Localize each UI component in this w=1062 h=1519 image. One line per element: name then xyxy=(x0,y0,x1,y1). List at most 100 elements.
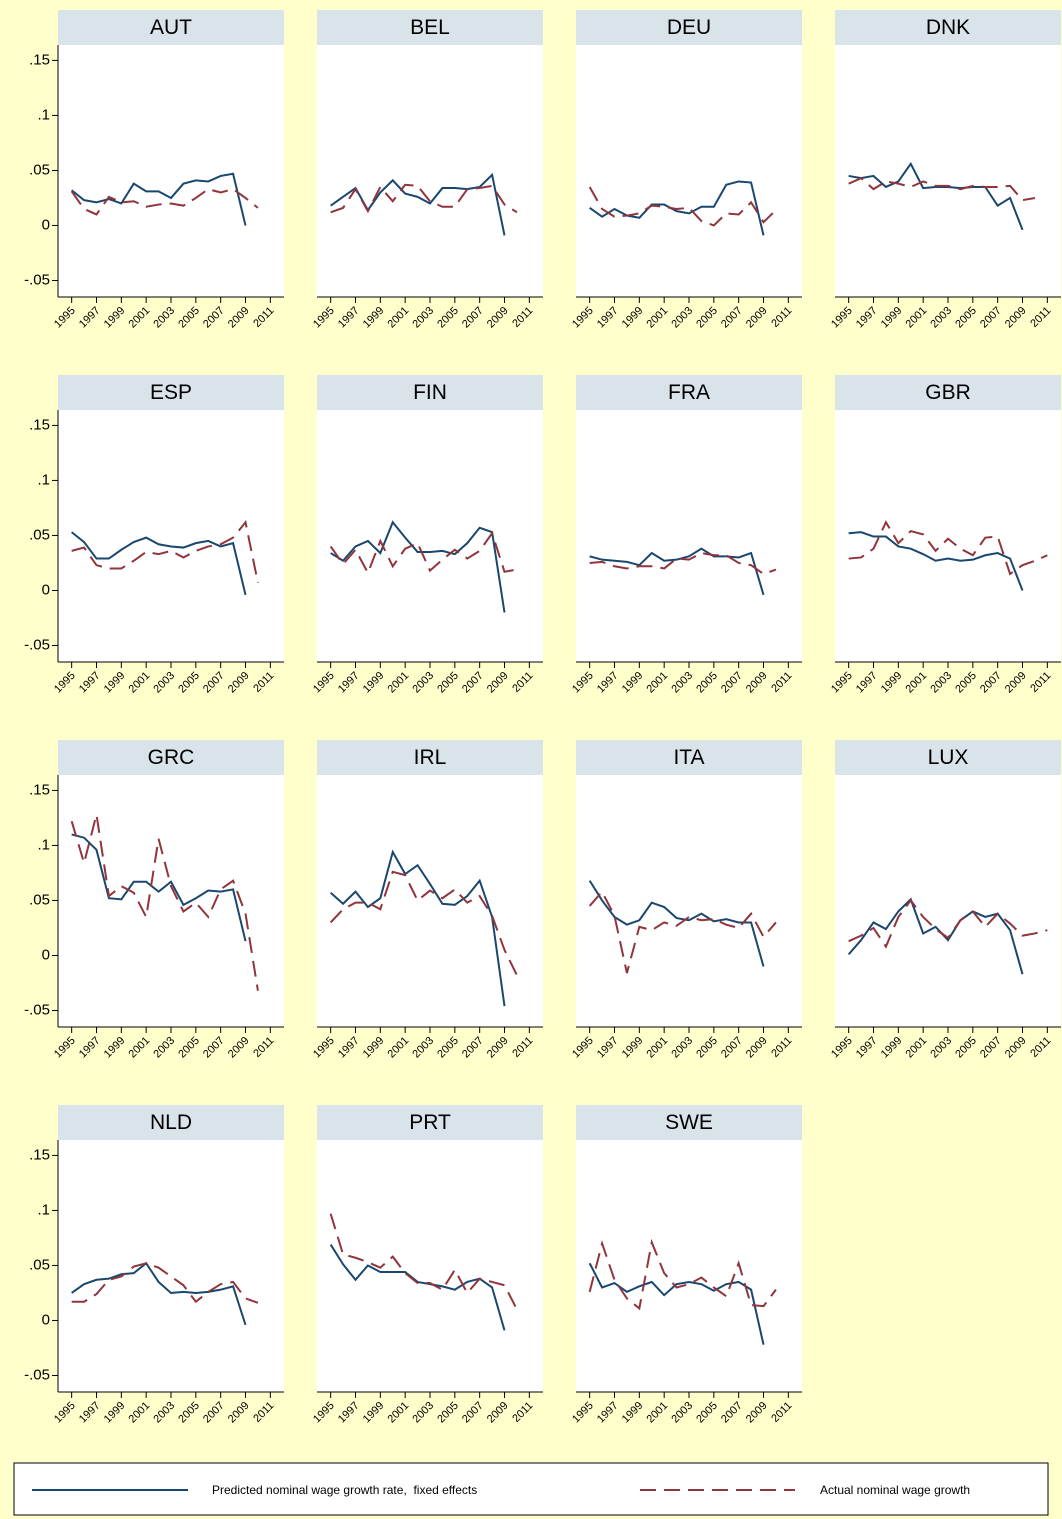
plot-area xyxy=(835,410,1061,662)
series-line xyxy=(588,880,765,967)
x-tick-label: 2005 xyxy=(953,670,979,696)
series-line xyxy=(848,531,1024,591)
x-tick-label: 2001 xyxy=(127,670,153,696)
series-line xyxy=(70,814,259,991)
panel-header xyxy=(317,1105,543,1140)
x-tick-label: 1997 xyxy=(336,1400,362,1426)
x-tick-label: 1999 xyxy=(361,670,387,696)
panel-title: PRT xyxy=(409,1111,451,1134)
x-tick-label: 2007 xyxy=(201,1035,227,1061)
panel-title: ITA xyxy=(673,746,704,769)
x-tick-label: 2007 xyxy=(460,305,486,331)
x-tick-label: 2001 xyxy=(127,305,153,331)
x-tick-label: 2005 xyxy=(694,1400,720,1426)
y-tick-label: -.05 xyxy=(24,1001,50,1018)
series-line xyxy=(589,547,765,596)
x-tick-label: 2003 xyxy=(669,1400,695,1426)
x-tick-label: 2003 xyxy=(410,1035,436,1061)
x-tick-label: 1997 xyxy=(595,1400,621,1426)
panel-header xyxy=(576,1105,802,1140)
series-line xyxy=(329,849,506,1007)
x-tick-label: 1999 xyxy=(361,1400,387,1426)
panel-title: GRC xyxy=(148,746,195,769)
series-line xyxy=(71,1261,247,1326)
x-tick-label: 2009 xyxy=(744,670,770,696)
series-line xyxy=(71,519,259,583)
x-tick-label: 2009 xyxy=(226,1400,252,1426)
plot-area xyxy=(576,775,802,1027)
x-tick-label: 1997 xyxy=(595,1035,621,1061)
x-tick-label: 1999 xyxy=(620,1035,646,1061)
x-tick-label: 2009 xyxy=(485,1400,511,1426)
panel-title: LUX xyxy=(928,746,969,769)
x-tick-label: 2005 xyxy=(176,1400,202,1426)
panel-header xyxy=(576,10,802,45)
x-tick-label: 2009 xyxy=(744,305,770,331)
x-tick-label: 1995 xyxy=(570,305,596,331)
x-tick-label: 2005 xyxy=(435,1400,461,1426)
x-tick-label: 2007 xyxy=(719,1400,745,1426)
x-tick-label: 2003 xyxy=(410,305,436,331)
y-tick-label: -.05 xyxy=(24,271,50,288)
x-tick-label: 2009 xyxy=(226,670,252,696)
x-tick-label: 1999 xyxy=(879,305,905,331)
plot-area xyxy=(58,1140,284,1392)
y-tick-label: -.05 xyxy=(24,636,50,653)
x-tick-label: 2001 xyxy=(127,1400,153,1426)
series-line xyxy=(330,183,518,214)
y-tick-label: .15 xyxy=(29,781,50,798)
y-tick-label: .05 xyxy=(29,1256,50,1273)
x-tick-label: 1997 xyxy=(336,670,362,696)
x-tick-label: 2003 xyxy=(669,670,695,696)
series-line xyxy=(589,552,777,576)
panel-title: DEU xyxy=(667,16,711,39)
panel-title: ESP xyxy=(150,381,192,404)
x-tick-label: 2005 xyxy=(694,305,720,331)
panel-title: SWE xyxy=(665,1111,713,1134)
panel-header xyxy=(576,740,802,775)
x-tick-label: 1999 xyxy=(102,1035,128,1061)
plot-area xyxy=(317,410,543,662)
series-line xyxy=(847,897,1024,975)
x-tick-label: 2003 xyxy=(151,1400,177,1426)
x-tick-label: 2009 xyxy=(1003,1035,1029,1061)
x-tick-label: 1995 xyxy=(829,1035,855,1061)
x-tick-label: 2009 xyxy=(226,305,252,331)
x-tick-label: 2011 xyxy=(510,1035,535,1060)
x-tick-label: 1999 xyxy=(102,1400,128,1426)
panel-header xyxy=(835,10,1061,45)
panel-header xyxy=(58,375,284,410)
x-tick-label: 2007 xyxy=(719,305,745,331)
series-line xyxy=(848,898,1048,949)
x-tick-label: 2009 xyxy=(744,1035,770,1061)
x-tick-label: 1997 xyxy=(854,670,880,696)
x-tick-label: 2005 xyxy=(953,1035,979,1061)
series-line xyxy=(588,889,777,974)
x-tick-label: 1999 xyxy=(361,1035,387,1061)
y-tick-label: 0 xyxy=(42,1311,50,1328)
x-tick-label: 2005 xyxy=(435,305,461,331)
x-tick-label: 2003 xyxy=(669,1035,695,1061)
y-tick-label: .15 xyxy=(29,1146,50,1163)
x-tick-label: 1997 xyxy=(336,1035,362,1061)
x-tick-label: 1995 xyxy=(52,305,78,331)
series-line xyxy=(588,1262,765,1345)
x-tick-label: 1997 xyxy=(77,1400,103,1426)
x-tick-label: 2001 xyxy=(386,1400,412,1426)
x-tick-label: 1997 xyxy=(77,305,103,331)
y-tick-label: .1 xyxy=(37,106,50,123)
panel-header xyxy=(58,740,284,775)
x-tick-label: 2011 xyxy=(251,305,276,330)
x-tick-label: 2003 xyxy=(669,305,695,331)
panel-title: BEL xyxy=(410,16,450,39)
plot-area xyxy=(58,775,284,1027)
x-tick-label: 2011 xyxy=(510,1400,535,1425)
panel-header xyxy=(835,740,1061,775)
plot-area xyxy=(317,1140,543,1392)
plot-area xyxy=(58,45,284,297)
series-line xyxy=(330,520,506,613)
x-tick-label: 2007 xyxy=(201,1400,227,1426)
plot-area xyxy=(317,45,543,297)
x-tick-label: 2005 xyxy=(176,1035,202,1061)
